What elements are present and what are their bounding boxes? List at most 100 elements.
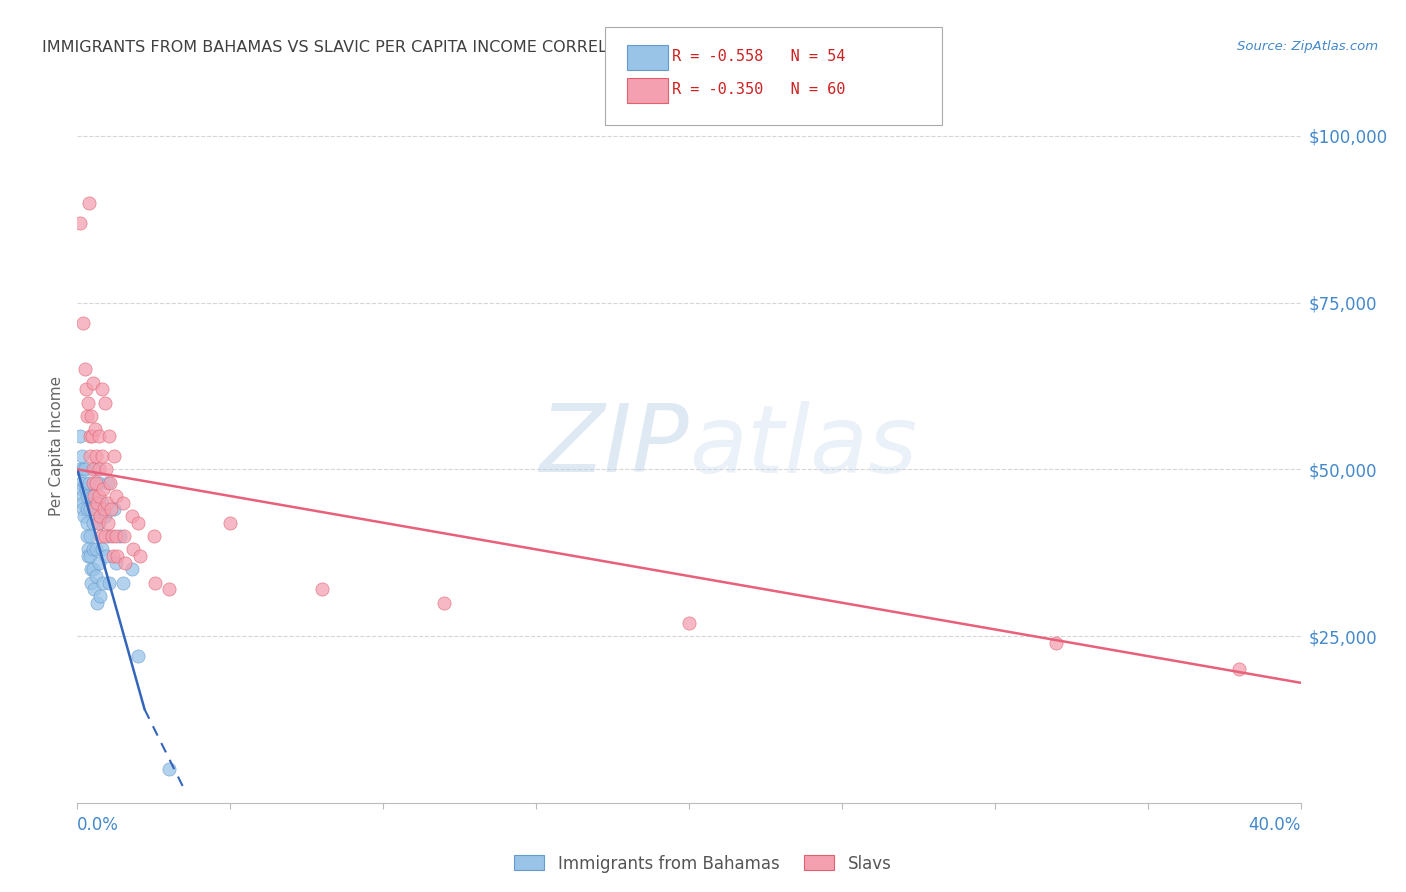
Point [122,542,145,557]
Point [77,549,100,563]
Point [96,549,118,563]
Point [73,475,96,490]
Point [98,429,121,443]
Point [93,502,115,516]
Point [97,529,120,543]
Point [90,382,112,396]
Point [104,489,127,503]
Point [103,549,125,563]
Point [87,429,110,443]
Text: atlas: atlas [689,401,917,491]
Point [79,502,101,516]
Point [112,575,135,590]
Point [73,509,96,524]
Point [103,502,125,516]
Point [96,462,118,476]
Point [70,475,93,490]
Point [76,502,98,516]
Point [82,475,104,490]
Point [89,589,111,603]
Point [94,529,117,543]
Point [142,529,165,543]
Point [678,615,700,630]
Point [128,516,150,530]
Point [72,489,94,503]
Point [97,475,120,490]
Point [87,516,110,530]
Point [84,502,107,516]
Point [89,556,111,570]
Point [433,596,456,610]
Point [84,462,107,476]
Point [80,575,103,590]
Point [91,483,114,497]
Point [94,395,117,409]
Point [72,502,94,516]
Point [91,542,114,557]
Point [82,516,104,530]
Point [84,422,107,436]
Point [80,562,103,576]
Point [83,582,105,597]
Text: 40.0%: 40.0% [1249,816,1301,834]
Text: R = -0.558   N = 54: R = -0.558 N = 54 [672,49,845,63]
Point [114,556,136,570]
Point [98,475,121,490]
Point [77,475,100,490]
Point [72,462,94,476]
Point [82,462,104,476]
Point [100,502,122,516]
Point [69,216,91,230]
Text: R = -0.350   N = 60: R = -0.350 N = 60 [672,82,845,96]
Point [121,562,143,576]
Point [72,316,94,330]
Point [89,489,111,503]
Point [90,496,112,510]
Point [73,462,96,476]
Point [70,483,93,497]
Point [101,529,124,543]
Point [143,575,166,590]
Point [77,395,100,409]
Text: IMMIGRANTS FROM BAHAMAS VS SLAVIC PER CAPITA INCOME CORRELATION CHART: IMMIGRANTS FROM BAHAMAS VS SLAVIC PER CA… [42,40,716,55]
Point [79,549,101,563]
Point [219,516,242,530]
Point [96,496,118,510]
Point [89,509,111,524]
Point [87,516,110,530]
Point [79,449,101,463]
Point [82,542,104,557]
Text: Source: ZipAtlas.com: Source: ZipAtlas.com [1237,40,1378,54]
Point [75,483,97,497]
Point [79,429,101,443]
Point [77,542,100,557]
Point [87,475,110,490]
Point [84,475,107,490]
Y-axis label: Per Capita Income: Per Capita Income [49,376,65,516]
Legend: Immigrants from Bahamas, Slavs: Immigrants from Bahamas, Slavs [508,848,898,880]
Point [83,502,105,516]
Point [104,556,127,570]
Point [1229,662,1251,676]
Point [82,376,104,390]
Point [108,529,131,543]
Point [129,549,152,563]
Point [105,549,128,563]
Point [91,575,114,590]
Point [70,449,93,463]
Point [73,362,96,376]
Point [1045,636,1067,650]
Point [112,529,135,543]
Point [91,449,114,463]
Point [75,382,97,396]
Point [80,429,103,443]
Point [76,516,98,530]
Point [87,462,110,476]
Point [98,575,121,590]
Point [94,509,117,524]
Point [80,489,103,503]
Point [103,449,125,463]
Text: ZIP: ZIP [540,401,689,491]
Point [90,529,112,543]
Point [112,496,135,510]
